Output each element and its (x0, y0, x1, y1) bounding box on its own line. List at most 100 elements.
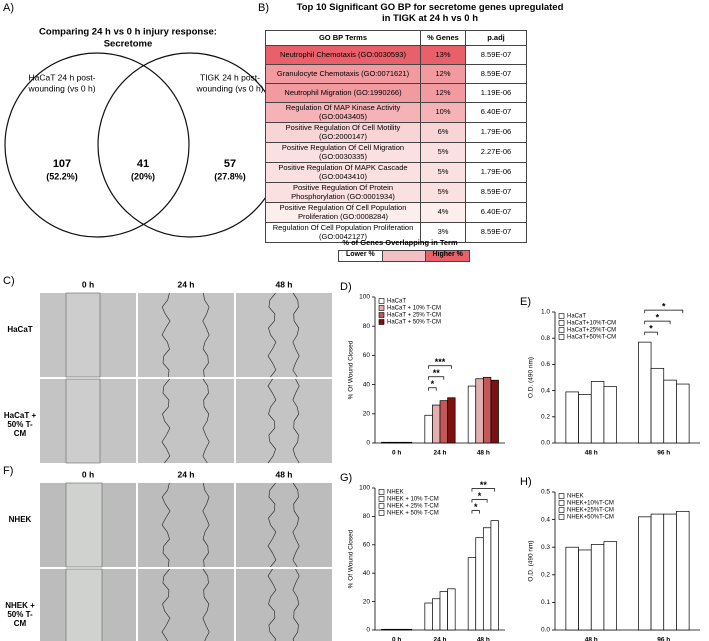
wound-edge (267, 568, 277, 641)
table-cell: 8.59E-07 (465, 182, 527, 203)
x-tick-label: 0 h (392, 637, 401, 641)
table-row: Regulation Of MAP Kinase Activity (GO:00… (265, 102, 527, 123)
table-cell: Positive Regulation Of Cell Migration (G… (265, 142, 421, 163)
legend-swatch (558, 327, 565, 333)
set-label: TIGK 24 h post- (200, 72, 260, 82)
legend-label: NHEK (567, 494, 584, 500)
sig-label: ** (433, 368, 441, 378)
y-tick-label: 0.4 (541, 387, 550, 394)
wound-gap (65, 292, 101, 378)
bar (603, 541, 617, 631)
bar (432, 404, 441, 444)
bar (638, 341, 652, 444)
panel-letter: E) (520, 296, 531, 308)
venn-circle (4, 52, 190, 238)
y-tick-label: 60 (363, 542, 371, 549)
table-cell: Regulation Of Cell Population Proliferat… (265, 222, 421, 243)
table-cell: 1.79E-06 (465, 162, 527, 183)
set-label: wounding (vs 0 h) (27, 83, 95, 93)
wound-edge (202, 482, 210, 568)
y-tick-label: 40 (363, 381, 371, 388)
bar (439, 400, 448, 444)
table-cell: Positive Regulation Of Cell Population P… (265, 202, 421, 223)
table-row: Positive Regulation Of Protein Phosphory… (265, 182, 527, 203)
wound-edge (202, 568, 210, 641)
legend-low: Lower % (339, 251, 383, 261)
table-cell: 5% (420, 162, 466, 183)
column-label: 24 h (177, 469, 194, 479)
bar (663, 513, 677, 631)
region-count: 41 (137, 158, 149, 170)
table-cell: 6.40E-07 (465, 102, 527, 123)
table-cell: 8.59E-07 (465, 64, 527, 84)
panel-letter: D) (340, 281, 352, 293)
y-tick-label: 80 (363, 323, 371, 330)
y-tick-label: 0.6 (541, 361, 550, 368)
legend-label: HaCaT+25%T-CM (567, 328, 616, 334)
bar (403, 441, 413, 444)
title-line: Top 10 Significant GO BP for secretome g… (296, 2, 564, 13)
set-label: wounding (vs 0 h) (195, 83, 263, 93)
table-cell: 12% (420, 83, 466, 103)
y-tick-label: 0.2 (541, 414, 550, 421)
sig-label: * (474, 502, 478, 512)
sig-bracket (471, 510, 480, 514)
x-tick-label: 24 h (433, 637, 446, 641)
table-cell: 8.59E-07 (465, 45, 527, 65)
table-row: Neutrophil Chemotaxis (GO:0030593) 13% 8.5… (265, 45, 527, 65)
bar (381, 441, 390, 444)
y-tick-label: 40 (363, 570, 371, 577)
sig-label: *** (435, 357, 446, 367)
legend-swatch (558, 493, 565, 499)
table-cell: 1.19E-06 (465, 83, 527, 103)
legend-swatch (558, 500, 565, 506)
table-cell: 13% (420, 45, 466, 65)
sig-bracket (471, 499, 488, 503)
micrograph (138, 569, 234, 641)
wound-edge (161, 378, 171, 464)
column-header: % Genes (420, 30, 466, 46)
table-title: Top 10 Significant GO BP for secretome g… (275, 2, 585, 24)
column-header: GO BP Terms (265, 30, 421, 46)
sig-label: * (649, 324, 653, 334)
bar (467, 385, 477, 444)
table-cell: Positive Regulation Of MAPK Cascade (GO:… (265, 162, 421, 183)
bar (663, 379, 677, 444)
legend-swatch (378, 496, 385, 502)
region-count: 107 (53, 158, 71, 170)
x-tick-label: 48 h (477, 637, 490, 641)
legend-label: HaCaT + 25% T-CM (387, 313, 441, 319)
table-row: Positive Regulation Of Cell Population P… (265, 202, 527, 223)
legend-label: HaCaT+10%T-CM (567, 321, 616, 327)
table-row: Granulocyte Chemotaxis (GO:0071621) 12% 8.… (265, 64, 527, 84)
legend-high: Higher % (426, 251, 470, 261)
wound-edge (267, 482, 277, 568)
wound-edge (292, 568, 300, 641)
row-label: HaCaT + 50% T-CM (3, 411, 37, 438)
legend-title: % of Genes Overlapping in Term (342, 238, 458, 247)
x-tick-label: 96 h (657, 450, 670, 457)
y-tick-label: 100 (359, 485, 370, 492)
region-percent: (27.8%) (214, 171, 246, 181)
legend-swatch (378, 305, 385, 311)
legend-label: NHEK (387, 490, 404, 496)
bar (565, 391, 579, 444)
x-tick-label: 48 h (477, 450, 490, 457)
column-label: 0 h (82, 279, 94, 289)
legend-swatch (378, 510, 385, 516)
panel-letter: B) (258, 2, 269, 14)
venn-title: Secretome (104, 39, 153, 50)
column-label: 48 h (275, 279, 292, 289)
wound-edge (202, 378, 210, 464)
bar (467, 557, 477, 631)
legend-label: NHEK + 25% T-CM (387, 504, 439, 510)
column-label: 24 h (177, 279, 194, 289)
bar (482, 527, 492, 631)
legend-label: NHEK+50%T-CM (567, 515, 614, 521)
wound-edge (267, 378, 277, 464)
table-row: Positive Regulation Of Cell Motility (GO… (265, 122, 527, 143)
bar (590, 544, 605, 631)
table-cell: Positive Regulation Of Cell Motility (GO… (265, 122, 421, 143)
table-cell: Neutrophil Migration (GO:1990266) (265, 83, 421, 103)
bar (424, 414, 433, 444)
